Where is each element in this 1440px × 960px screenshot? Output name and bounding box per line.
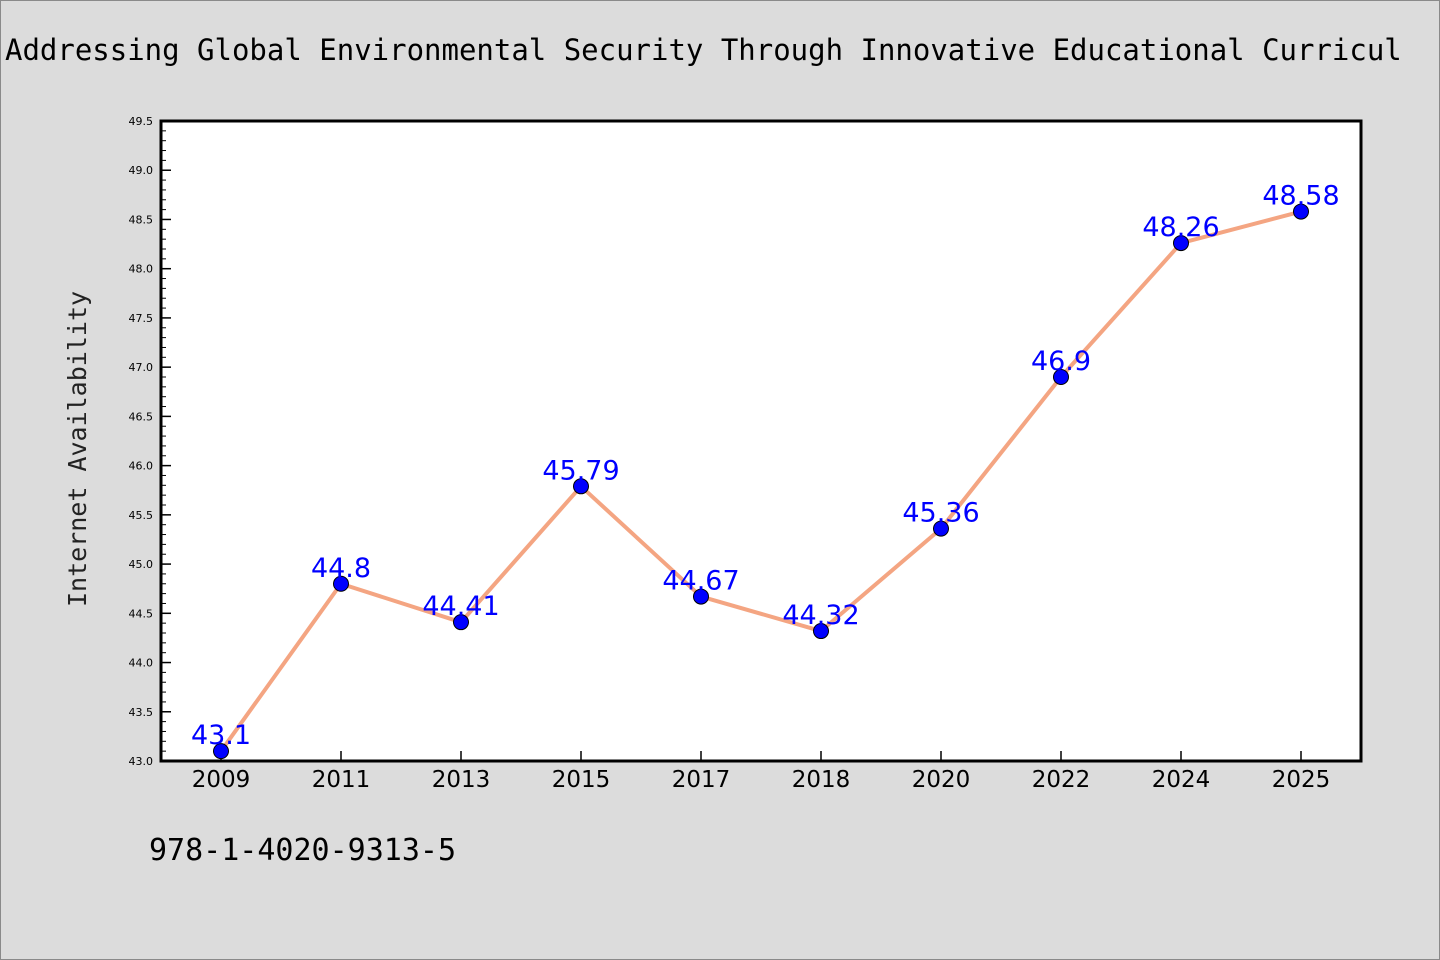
x-tick-label: 2009 bbox=[192, 767, 251, 793]
data-label: 46.9 bbox=[1031, 346, 1091, 377]
series-markers bbox=[213, 203, 1309, 760]
data-label: 43.1 bbox=[191, 720, 251, 751]
data-point bbox=[693, 588, 709, 605]
data-label: 44.41 bbox=[422, 591, 499, 622]
plot-area bbox=[161, 121, 1361, 761]
series-line bbox=[219, 209, 1302, 753]
data-point bbox=[453, 614, 469, 631]
isbn-text: 978-1-4020-9313-5 bbox=[149, 833, 457, 868]
y-tick-label: 46.5 bbox=[129, 410, 154, 423]
x-tick-label: 2011 bbox=[312, 767, 371, 793]
x-tick-label: 2024 bbox=[1152, 767, 1211, 793]
x-tick-label: 2025 bbox=[1272, 767, 1331, 793]
y-tick-label: 46.0 bbox=[129, 460, 154, 473]
data-point bbox=[213, 743, 229, 760]
y-axis-ticks: 43.0 43.5 44.0 44.5 45.0 45.5 46.0 46.5 47.0 47.5… bbox=[129, 115, 171, 768]
data-point bbox=[933, 520, 949, 537]
x-tick-label: 2015 bbox=[552, 767, 611, 793]
x-tick-label: 2017 bbox=[672, 767, 731, 793]
x-tick-label: 2013 bbox=[432, 767, 491, 793]
y-tick-label: 49.5 bbox=[129, 115, 154, 128]
y-tick-label: 49.0 bbox=[129, 164, 154, 177]
y-tick-label: 45.5 bbox=[129, 509, 154, 522]
data-label: 48.58 bbox=[1262, 181, 1339, 212]
data-labels: 43.1 44.8 44.41 45.79 44.67 44.32 45.36 46.9 48.… bbox=[191, 181, 1340, 752]
data-point bbox=[1173, 235, 1189, 252]
x-tick-label: 2020 bbox=[912, 767, 971, 793]
x-axis-ticks: 2009 2011 2013 2015 2017 2018 2020 2022 2024 2025 bbox=[192, 751, 1331, 793]
chart-title: Addressing Global Environmental Security… bbox=[5, 33, 1402, 67]
data-point bbox=[1053, 369, 1069, 385]
data-point bbox=[813, 623, 829, 640]
y-tick-label: 47.5 bbox=[129, 312, 154, 325]
y-tick-label: 44.5 bbox=[129, 607, 154, 620]
y-tick-label: 48.5 bbox=[129, 213, 154, 226]
plot-border bbox=[159, 119, 1363, 763]
data-label: 44.67 bbox=[662, 566, 739, 597]
y-tick-label: 43.0 bbox=[129, 755, 154, 768]
y-tick-label: 48.0 bbox=[129, 263, 154, 276]
x-tick-label: 2018 bbox=[792, 767, 851, 793]
data-label: 44.32 bbox=[782, 600, 859, 631]
data-label: 45.36 bbox=[902, 498, 979, 529]
data-label: 48.26 bbox=[1142, 212, 1219, 243]
y-tick-label: 45.0 bbox=[129, 558, 154, 571]
x-tick-label: 2022 bbox=[1032, 767, 1091, 793]
data-label: 45.79 bbox=[542, 455, 619, 486]
data-point bbox=[573, 478, 589, 495]
data-point bbox=[1293, 203, 1309, 220]
data-label: 44.8 bbox=[311, 553, 371, 584]
y-tick-label: 44.0 bbox=[129, 657, 154, 670]
y-axis-label: Internet Availability bbox=[63, 291, 92, 607]
y-tick-label: 47.0 bbox=[129, 361, 154, 374]
data-point bbox=[333, 575, 349, 592]
y-tick-label: 43.5 bbox=[129, 706, 154, 719]
